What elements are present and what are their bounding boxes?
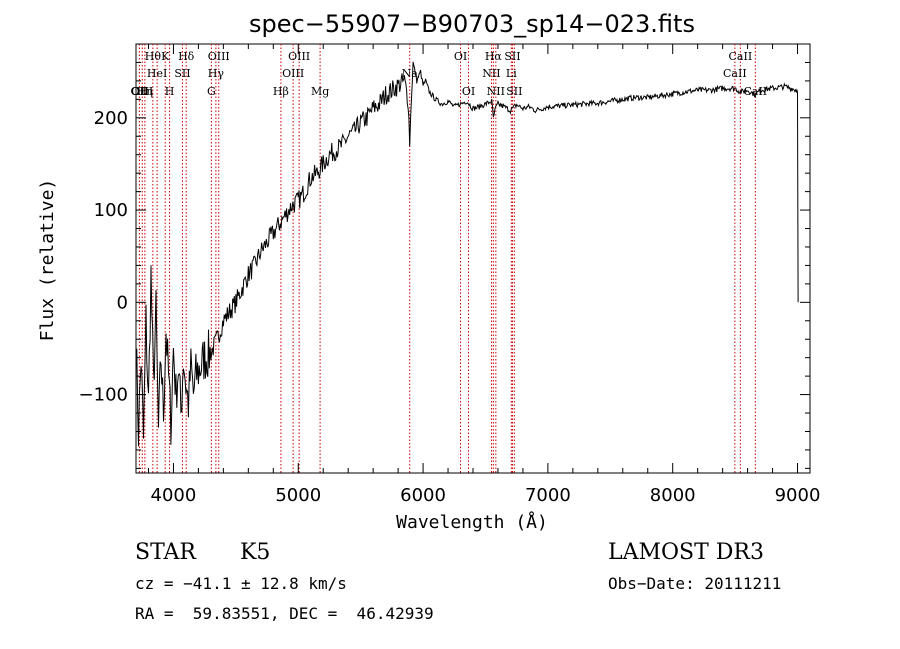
x-tick-label: 7000: [525, 485, 571, 506]
line-marker-label: OI: [454, 50, 467, 63]
redshift-cz: cz = −41.1 ± 12.8 km/s: [135, 574, 347, 593]
line-marker-label: OIII: [208, 50, 230, 63]
line-marker-label: NII: [487, 85, 505, 98]
ra-dec: RA = 59.83551, DEC = 46.42939: [135, 604, 434, 623]
line-marker-label: H: [165, 85, 175, 98]
line-marker-label: Mg: [311, 85, 329, 98]
line-marker-label: CaII: [729, 50, 753, 63]
line-marker-label: K: [161, 50, 170, 63]
line-marker-label: Hα: [485, 50, 503, 63]
x-tick-label: 6000: [400, 485, 446, 506]
line-marker-label: G: [207, 85, 216, 98]
line-marker-label: CaII: [743, 85, 767, 98]
line-marker-label: HeI: [147, 67, 167, 80]
y-tick-label: −100: [79, 385, 128, 406]
plot-area: 4000 5000 6000 7000 8000 9000−1000100200OIIOI…: [79, 43, 821, 506]
x-tick-label: 4000: [151, 485, 197, 506]
line-marker-label: OI: [462, 85, 475, 98]
line-marker-label: Li: [506, 67, 517, 80]
line-marker-label: SII: [504, 50, 520, 63]
line-marker-label: OII: [131, 85, 149, 98]
line-marker-label: Hθ: [145, 50, 162, 63]
x-tick-label: 8000: [650, 485, 696, 506]
line-marker-label: Hδ: [178, 50, 195, 63]
line-marker-label: SII: [506, 85, 522, 98]
line-marker-label: NII: [482, 67, 500, 80]
line-marker-label: OIII: [131, 85, 153, 98]
line-marker-label: CaII: [723, 67, 747, 80]
spectrum-line: [135, 61, 799, 447]
obs-date: Obs−Date: 20111211: [608, 574, 782, 593]
y-axis-label: Flux (relative): [37, 179, 58, 342]
y-tick-label: 100: [94, 200, 128, 221]
x-tick-label: 9000: [775, 485, 821, 506]
line-marker-label: SII: [174, 67, 190, 80]
line-marker-label: Hγ: [208, 67, 225, 80]
chart-title: spec−55907−B90703_sp14−023.fits: [249, 10, 695, 38]
object-subclass: K5: [240, 540, 271, 565]
x-tick-label: 5000: [275, 485, 321, 506]
line-marker-label: OIII: [282, 67, 304, 80]
line-marker-label: Hβ: [273, 85, 289, 98]
y-tick-label: 200: [94, 108, 128, 129]
line-marker-label: Na: [402, 67, 419, 80]
line-marker-label: Hη: [137, 85, 153, 98]
survey-name: LAMOST DR3: [608, 540, 764, 565]
x-axis-label: Wavelength (Å): [396, 511, 548, 533]
object-class: STAR: [135, 540, 196, 565]
y-tick-label: 0: [117, 292, 128, 313]
line-marker-label: OIII: [288, 50, 310, 63]
